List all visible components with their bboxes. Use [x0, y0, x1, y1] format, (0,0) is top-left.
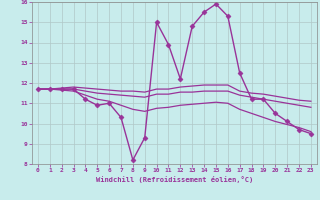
X-axis label: Windchill (Refroidissement éolien,°C): Windchill (Refroidissement éolien,°C) [96, 176, 253, 183]
